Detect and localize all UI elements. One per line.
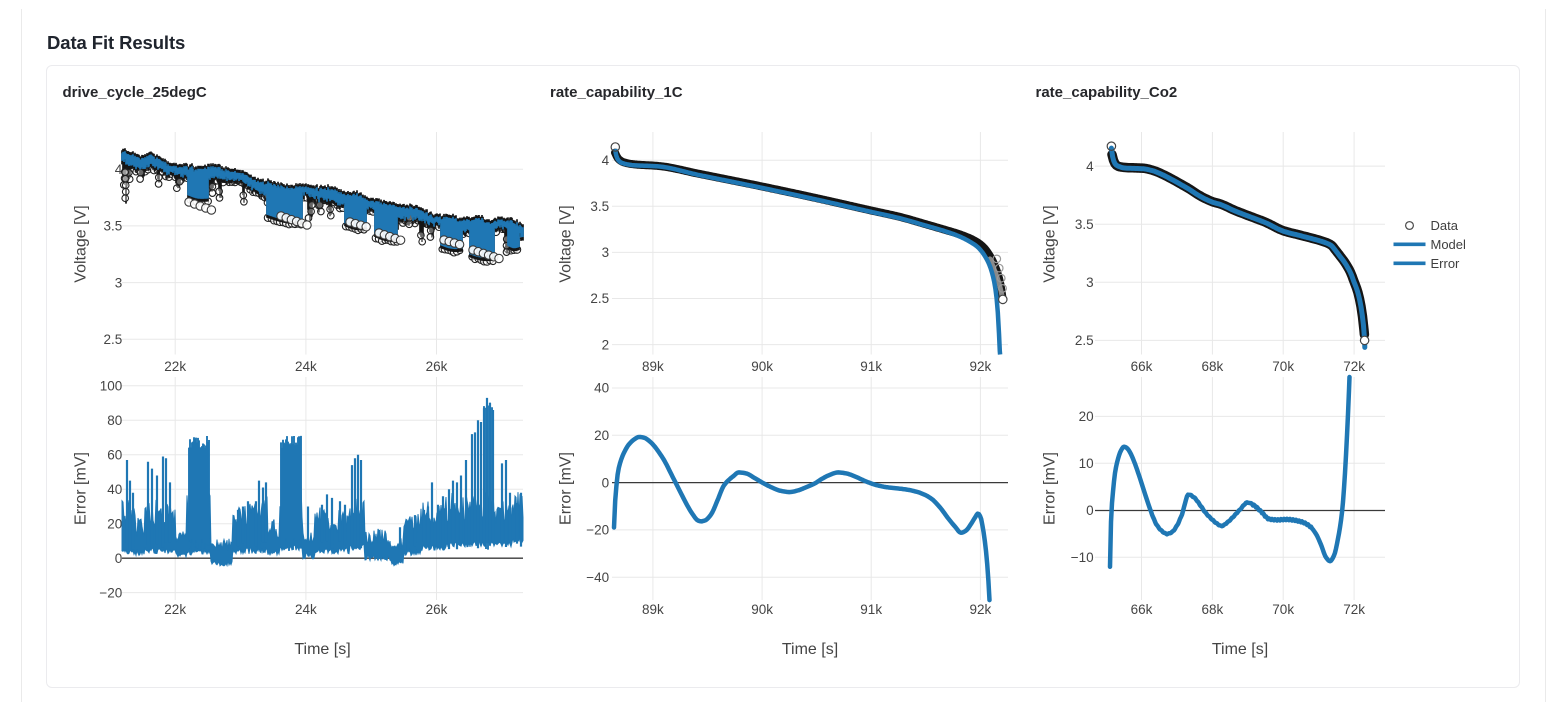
svg-text:Voltage [V]: Voltage [V]	[1042, 205, 1059, 282]
svg-text:3: 3	[602, 245, 610, 260]
svg-text:−20: −20	[99, 585, 122, 600]
svg-text:Error [mV]: Error [mV]	[558, 452, 575, 525]
svg-text:2.5: 2.5	[590, 291, 609, 306]
svg-text:66k: 66k	[1131, 359, 1153, 374]
svg-text:2.5: 2.5	[104, 332, 123, 347]
svg-text:Voltage [V]: Voltage [V]	[558, 205, 575, 282]
svg-text:0: 0	[1086, 503, 1094, 518]
svg-text:0: 0	[602, 475, 610, 490]
svg-text:40: 40	[107, 482, 122, 497]
svg-text:89k: 89k	[642, 359, 664, 374]
svg-text:4: 4	[1086, 159, 1094, 174]
svg-text:3.5: 3.5	[1075, 217, 1094, 232]
svg-text:3.5: 3.5	[590, 199, 609, 214]
svg-text:70k: 70k	[1272, 359, 1294, 374]
svg-text:20: 20	[107, 516, 122, 531]
svg-text:4: 4	[115, 162, 123, 177]
svg-text:22k: 22k	[164, 359, 186, 374]
svg-text:Time [s]: Time [s]	[294, 641, 350, 658]
svg-text:92k: 92k	[970, 602, 992, 617]
svg-text:91k: 91k	[860, 359, 882, 374]
svg-text:80: 80	[107, 413, 122, 428]
svg-text:90k: 90k	[751, 359, 773, 374]
svg-text:20: 20	[594, 428, 609, 443]
svg-text:72k: 72k	[1343, 359, 1365, 374]
svg-text:70k: 70k	[1272, 602, 1294, 617]
svg-text:Error: Error	[1431, 256, 1461, 271]
svg-text:66k: 66k	[1131, 602, 1153, 617]
svg-text:24k: 24k	[295, 602, 317, 617]
svg-text:89k: 89k	[642, 602, 664, 617]
svg-text:26k: 26k	[426, 602, 448, 617]
svg-text:20: 20	[1079, 409, 1094, 424]
svg-text:72k: 72k	[1343, 602, 1365, 617]
svg-text:0: 0	[115, 551, 123, 566]
svg-text:3.5: 3.5	[104, 219, 123, 234]
svg-text:91k: 91k	[860, 602, 882, 617]
svg-text:Error [mV]: Error [mV]	[1042, 452, 1059, 525]
svg-text:2: 2	[602, 337, 610, 352]
svg-text:Voltage [V]: Voltage [V]	[73, 205, 90, 282]
svg-text:Data: Data	[1431, 218, 1459, 233]
svg-text:40: 40	[594, 381, 609, 396]
svg-text:2.5: 2.5	[1075, 333, 1094, 348]
svg-text:100: 100	[100, 379, 123, 394]
svg-text:−40: −40	[586, 570, 609, 585]
svg-text:90k: 90k	[751, 602, 773, 617]
svg-text:68k: 68k	[1202, 359, 1224, 374]
svg-text:Error [mV]: Error [mV]	[73, 452, 90, 525]
svg-text:Model: Model	[1431, 237, 1467, 252]
svg-text:68k: 68k	[1202, 602, 1224, 617]
svg-text:60: 60	[107, 447, 122, 462]
svg-text:3: 3	[115, 275, 123, 290]
svg-text:22k: 22k	[164, 602, 186, 617]
svg-text:Time [s]: Time [s]	[782, 641, 838, 658]
svg-text:92k: 92k	[970, 359, 992, 374]
svg-text:4: 4	[602, 153, 610, 168]
svg-text:24k: 24k	[295, 359, 317, 374]
svg-text:−10: −10	[1071, 550, 1094, 565]
svg-text:26k: 26k	[426, 359, 448, 374]
svg-text:−20: −20	[586, 523, 609, 538]
svg-text:3: 3	[1086, 275, 1094, 290]
svg-text:Time [s]: Time [s]	[1212, 641, 1268, 658]
svg-text:10: 10	[1079, 456, 1094, 471]
